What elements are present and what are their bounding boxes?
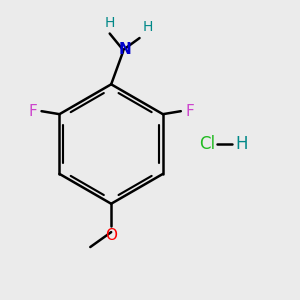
Text: H: H bbox=[235, 135, 248, 153]
Text: O: O bbox=[105, 228, 117, 243]
Text: Cl: Cl bbox=[200, 135, 216, 153]
Text: F: F bbox=[28, 104, 37, 119]
Text: N: N bbox=[118, 43, 131, 58]
Text: H: H bbox=[142, 20, 153, 34]
Text: H: H bbox=[104, 16, 115, 30]
Text: F: F bbox=[185, 104, 194, 119]
